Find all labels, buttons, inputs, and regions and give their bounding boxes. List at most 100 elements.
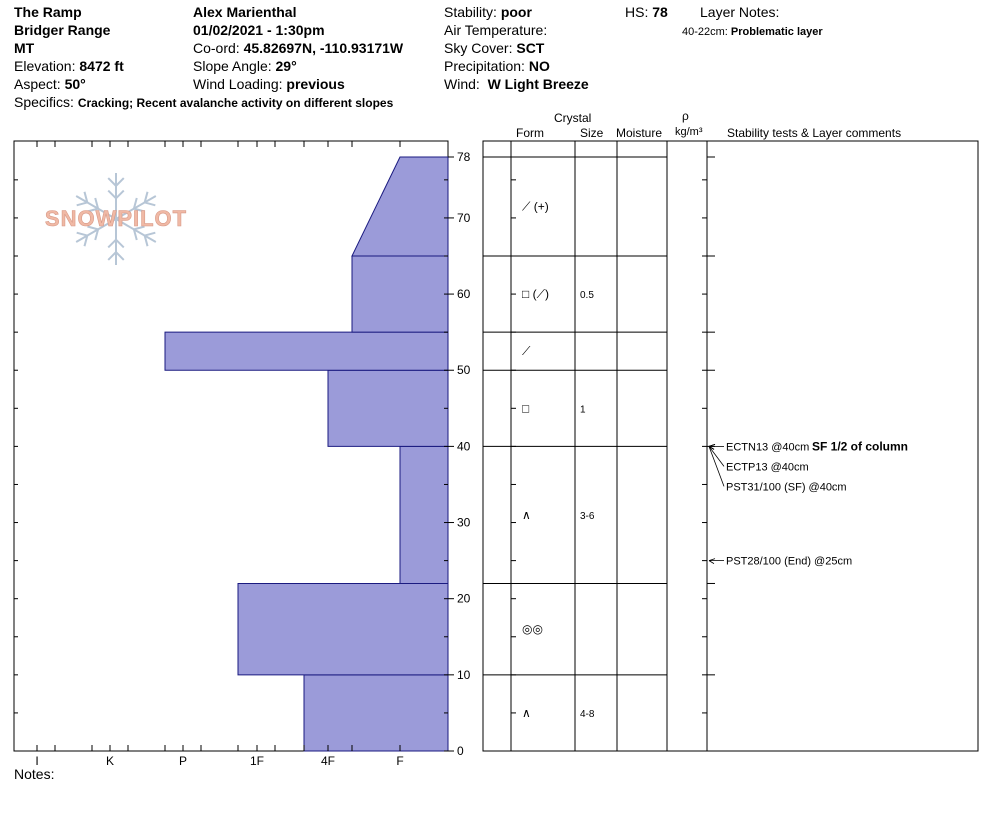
hs-row: HS: 78	[625, 4, 668, 20]
stability-test-note: SF 1/2 of column	[812, 439, 908, 453]
coord-label: Co-ord:	[193, 40, 240, 56]
y-tick-label: 20	[457, 592, 471, 606]
specifics-row: Specifics: Cracking; Recent avalanche ac…	[14, 94, 393, 111]
crystal-form-symbol: □	[522, 401, 529, 415]
x-tick-label: I	[35, 754, 38, 768]
observer-name: Alex Marienthal	[193, 4, 297, 20]
crystal-header: Crystal	[554, 111, 592, 125]
aspect-label: Aspect:	[14, 76, 61, 92]
moisture-header: Moisture	[616, 126, 663, 140]
snowflake-arm	[115, 218, 157, 243]
y-tick-label: 0	[457, 744, 464, 758]
density-unit-header: kg/m³	[675, 126, 703, 138]
elevation-row: Elevation: 8472 ft	[14, 58, 124, 74]
snowflake-branch	[87, 225, 99, 231]
hardness-bar	[164, 331, 449, 371]
hs-label: HS:	[625, 4, 649, 20]
snowflake-branch	[115, 251, 125, 261]
crystal-size: 3-6	[580, 511, 595, 522]
precip-label: Precipitation:	[444, 58, 525, 74]
y-tick-label: 60	[457, 287, 471, 301]
air-temp-label: Air Temperature:	[444, 22, 548, 38]
wind-loading-value: previous	[286, 76, 345, 92]
y-tick-label: 78	[457, 150, 471, 164]
stability-label: Stability:	[444, 4, 497, 20]
snowflake-branch	[94, 229, 100, 241]
wind-loading-label: Wind Loading:	[193, 76, 283, 92]
layer-note-text: Problematic layer	[730, 26, 823, 38]
snowflake-branch	[115, 177, 125, 187]
slope-value: 29°	[275, 58, 297, 74]
x-tick-label: F	[396, 754, 403, 768]
snowflake-branch	[143, 191, 149, 203]
precip-row: Precipitation: NO	[444, 58, 550, 74]
wind-row: Wind: W Light Breeze	[444, 76, 589, 92]
snowflake-branch	[94, 197, 100, 209]
snowflake-branch	[132, 197, 138, 209]
x-tick-label: P	[179, 754, 187, 768]
snowflake-branch	[144, 201, 156, 207]
sky-value: SCT	[516, 40, 545, 56]
rho-header: ρ	[682, 109, 689, 123]
hardness-bar	[351, 255, 449, 333]
crystal-form-symbol: □ (⟋)	[522, 287, 549, 301]
hardness-bar	[399, 445, 449, 584]
state-name: MT	[14, 40, 35, 56]
x-tick-label: 1F	[250, 754, 264, 768]
specifics-label: Specifics:	[14, 94, 74, 110]
stability-test: PST28/100 (End) @25cm	[726, 556, 852, 568]
slope-row: Slope Angle: 29°	[193, 58, 297, 74]
test-leader-line	[708, 446, 725, 487]
snowflake-branch	[115, 238, 125, 249]
snowflake-branch	[76, 231, 88, 237]
hs-value: 78	[652, 4, 668, 20]
range-name: Bridger Range	[14, 22, 111, 38]
specifics-value: Cracking; Recent avalanche activity on d…	[77, 96, 394, 110]
snowflake-branch	[107, 189, 117, 200]
crystal-form-symbol: ⟋	[522, 344, 531, 358]
sky-row: Sky Cover: SCT	[444, 40, 544, 56]
test-arrow-icon	[708, 558, 716, 564]
observation-datetime: 01/02/2021 - 1:30pm	[193, 22, 325, 38]
snowflake-branch	[83, 191, 89, 203]
snowpilot-logo: SNOWPILOT	[45, 173, 187, 265]
layer-note-range: 40-22cm:	[682, 26, 728, 38]
snowflake-branch	[115, 189, 125, 200]
snowflake-icon	[75, 173, 157, 265]
layer-note: 40-22cm: Problematic layer	[682, 24, 823, 40]
sky-label: Sky Cover:	[444, 40, 513, 56]
stability-row: Stability: poor	[444, 4, 532, 20]
size-header: Size	[580, 126, 604, 140]
y-tick-label: 50	[457, 363, 471, 377]
snowflake-branch	[107, 251, 117, 261]
slope-label: Slope Angle:	[193, 58, 272, 74]
x-tick-label: K	[106, 754, 114, 768]
precip-value: NO	[528, 58, 550, 74]
elevation-label: Elevation:	[14, 58, 76, 74]
test-arrow-icon	[708, 444, 716, 450]
snowflake-branch	[133, 225, 145, 231]
snowflake-arm	[75, 218, 117, 243]
snowflake-branch	[83, 235, 89, 247]
stability-test: ECTN13 @40cm	[726, 441, 809, 453]
layer-table: ⟋ (+) □ (⟋) 0.5 ⟋ □ 1 ∧ 3-6 ◎◎ ∧ 4-8 PST28/100 (End…	[482, 140, 979, 752]
crystal-form-symbol: ◎◎	[522, 622, 543, 636]
snowflake-branch	[107, 177, 117, 187]
stability-value: poor	[500, 4, 532, 20]
hardness-bar	[351, 156, 449, 257]
test-leader-line	[708, 446, 725, 467]
wind-label: Wind:	[444, 76, 480, 92]
hardness-bar	[303, 674, 449, 752]
snowflake-branch	[132, 229, 138, 241]
crystal-size: 1	[580, 404, 586, 415]
snowflake-branch	[144, 231, 156, 237]
aspect-value: 50°	[64, 76, 86, 92]
x-tick-label: 4F	[321, 754, 335, 768]
hardness-plot: 0 10 20 30 40 50 60 70 78 I K P 1F 4F F	[13, 140, 471, 768]
logo-text: SNOWPILOT	[45, 206, 187, 231]
y-tick-label: 30	[457, 516, 471, 530]
stability-test: PST31/100 (SF) @40cm	[726, 481, 847, 493]
hardness-bar	[327, 369, 449, 447]
aspect-row: Aspect: 50°	[14, 76, 86, 92]
